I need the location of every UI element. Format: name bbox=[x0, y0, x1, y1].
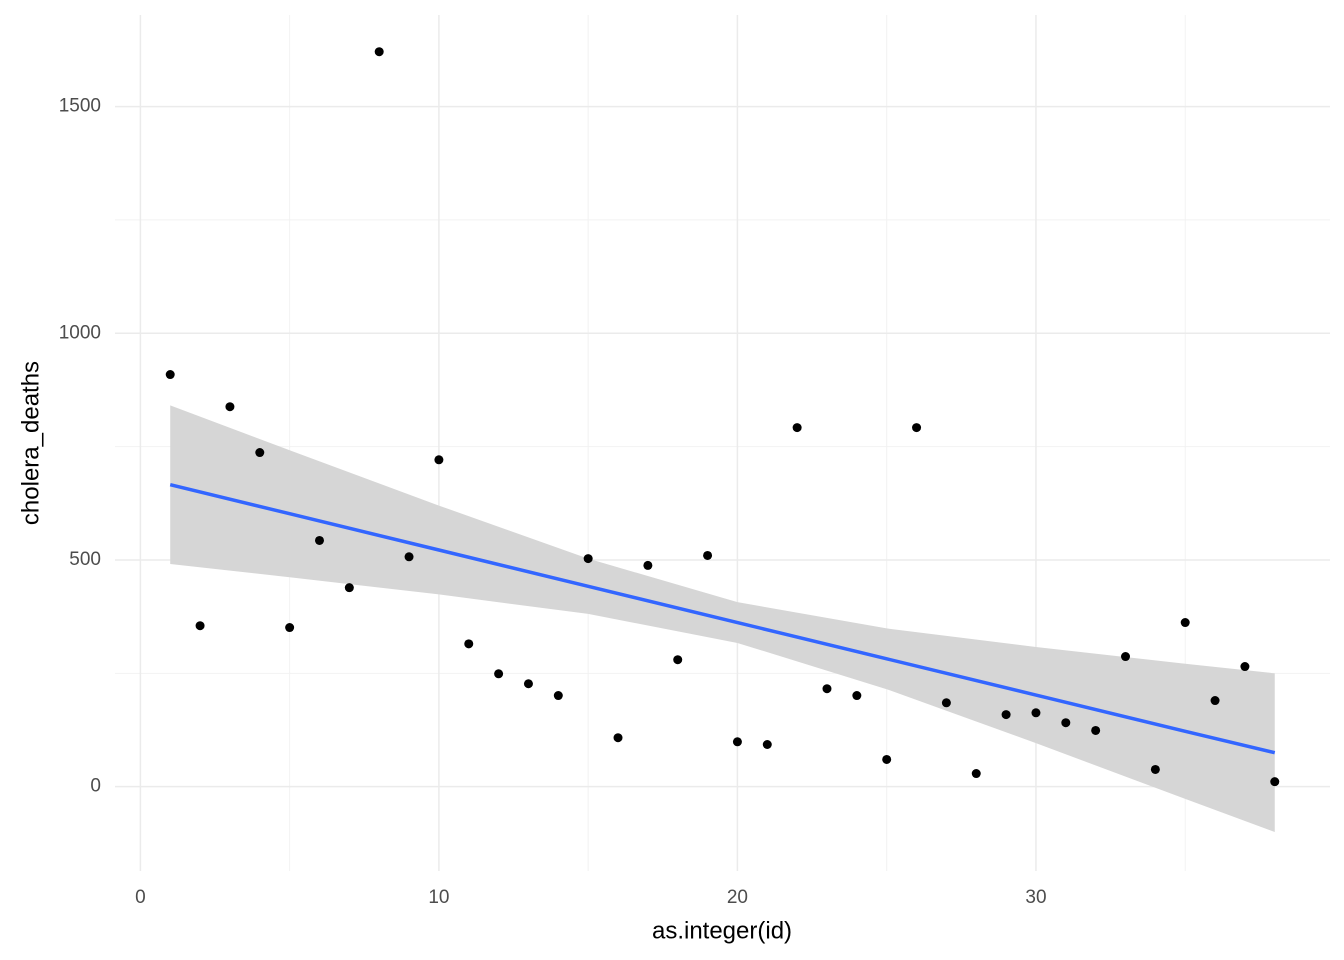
point bbox=[941, 698, 951, 708]
point bbox=[344, 583, 354, 593]
point bbox=[822, 684, 832, 694]
point bbox=[1001, 710, 1011, 720]
x-axis-title: as.integer(id) bbox=[652, 917, 792, 944]
point bbox=[1121, 652, 1131, 662]
point bbox=[643, 560, 653, 570]
point bbox=[464, 639, 474, 649]
point bbox=[971, 769, 981, 779]
point bbox=[673, 655, 683, 665]
point bbox=[1061, 718, 1071, 728]
y-tick-label: 500 bbox=[69, 549, 101, 570]
x-tick-label: 0 bbox=[135, 887, 146, 908]
y-axis-title: cholera_deaths bbox=[17, 361, 44, 525]
point bbox=[404, 552, 414, 562]
point bbox=[613, 733, 623, 743]
point bbox=[374, 47, 384, 57]
point bbox=[703, 550, 713, 560]
point bbox=[762, 740, 772, 750]
point bbox=[1210, 696, 1220, 706]
point bbox=[314, 535, 324, 545]
point bbox=[553, 691, 563, 701]
point bbox=[852, 691, 862, 701]
y-tick-label: 1500 bbox=[59, 96, 101, 117]
point bbox=[1180, 618, 1190, 628]
x-tick-label: 20 bbox=[727, 887, 748, 908]
point bbox=[583, 554, 593, 564]
point bbox=[882, 754, 892, 764]
point bbox=[225, 402, 235, 412]
x-tick-label: 10 bbox=[428, 887, 449, 908]
fit-line bbox=[169, 483, 1276, 755]
point bbox=[792, 423, 802, 433]
y-tick-label: 0 bbox=[90, 776, 101, 797]
x-tick-label: 30 bbox=[1025, 887, 1046, 908]
point bbox=[912, 423, 922, 433]
y-tick-label: 1000 bbox=[59, 322, 101, 343]
point bbox=[1270, 777, 1280, 787]
point bbox=[165, 370, 175, 380]
point bbox=[494, 669, 504, 679]
point bbox=[1031, 708, 1041, 718]
point bbox=[1240, 662, 1250, 672]
point bbox=[1091, 725, 1101, 735]
point bbox=[255, 448, 265, 458]
point bbox=[732, 737, 742, 747]
point bbox=[195, 621, 205, 631]
point bbox=[523, 679, 533, 689]
point bbox=[1150, 764, 1160, 774]
point bbox=[285, 623, 295, 633]
point bbox=[434, 455, 444, 465]
